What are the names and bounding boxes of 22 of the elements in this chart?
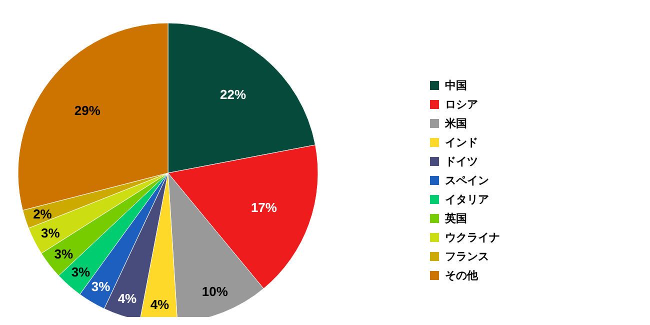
data-label: 3% — [71, 264, 91, 280]
legend-label: その他 — [445, 269, 479, 282]
legend-label: 中国 — [445, 79, 467, 92]
legend-label: ドイツ — [445, 155, 478, 168]
data-label: 4% — [118, 291, 138, 306]
data-label: 17% — [250, 200, 278, 216]
legend-label: ロシア — [445, 98, 478, 111]
data-label: 3% — [91, 279, 111, 294]
data-label: 10% — [202, 284, 228, 300]
data-label: 3% — [40, 225, 60, 240]
data-label: 4% — [150, 297, 170, 312]
legend-label: インド — [445, 136, 478, 149]
data-label: 22% — [220, 86, 246, 102]
legend-label: フランス — [445, 250, 489, 263]
legend-label: ウクライナ — [445, 231, 500, 244]
legend-label: 米国 — [444, 117, 467, 130]
data-label: 2% — [33, 206, 52, 222]
legend-label: 英国 — [444, 212, 467, 225]
legend-label: スペイン — [445, 174, 489, 187]
data-label: 3% — [54, 246, 74, 262]
data-label: 29% — [74, 102, 101, 118]
legend-label: イタリア — [445, 193, 489, 206]
